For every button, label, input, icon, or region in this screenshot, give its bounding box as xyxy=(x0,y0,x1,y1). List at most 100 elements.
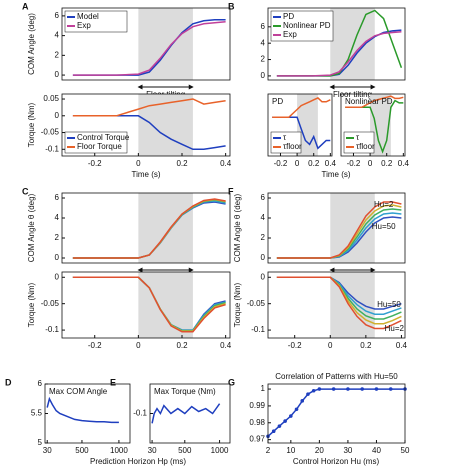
point xyxy=(360,387,364,391)
legend-label: Nonlinear PD xyxy=(283,21,331,30)
y-tick-label: 5 xyxy=(38,438,43,447)
x-tick-label: 50 xyxy=(401,446,410,455)
legend-label: Exp xyxy=(283,30,297,39)
legend-label: Floor Torque xyxy=(77,142,122,151)
subplot: -0.1 -0.05 0 0.05 -0.2 0 0.2 0.4 Torque (Nm) Time… xyxy=(27,93,232,179)
frame xyxy=(267,271,406,339)
y-tick-label: 0.97 xyxy=(249,435,265,444)
x-tick-label: 0 xyxy=(328,341,333,350)
series-line xyxy=(276,30,402,77)
frame xyxy=(267,93,333,157)
point xyxy=(374,387,379,391)
subplot: -0.1 -0.05 0 -0.2 0 0.2 0.4 Torque (Nm) xyxy=(27,271,232,350)
series-line xyxy=(72,198,226,259)
x-tick-label: -0.2 xyxy=(288,341,302,350)
annotation: Hu=50 xyxy=(377,300,401,309)
x-tick-label: 30 xyxy=(43,446,52,455)
subplot: 5 5.5 6 30 500 1000 D Max COM Angle Prediction H… xyxy=(5,377,186,466)
point xyxy=(271,429,276,434)
frame xyxy=(267,7,406,81)
subplot: Floor tilting0246ACOM Angle (deg)ModelEx… xyxy=(22,1,231,99)
series-line xyxy=(276,276,402,330)
series-line xyxy=(72,21,226,76)
x-tick-label: 0 xyxy=(136,341,141,350)
point xyxy=(283,419,287,423)
point xyxy=(294,407,299,412)
x-tick-label: 0 xyxy=(295,159,300,168)
point xyxy=(289,414,293,418)
plot-title: Max COM Angle xyxy=(49,387,108,396)
panel-label: B xyxy=(228,1,235,11)
y-tick-label: -0.1 xyxy=(45,325,59,334)
legend-label: PD xyxy=(283,12,294,21)
y-tick-label: 4 xyxy=(55,213,60,222)
frame xyxy=(61,93,231,157)
y-tick-label: 6 xyxy=(261,193,266,202)
y-tick-label: -0.05 xyxy=(41,299,60,308)
point xyxy=(306,392,310,396)
series-line xyxy=(272,97,331,119)
subplot: 0.97 0.98 0.99 1 2 10 20 30 40 50 G Correlation of … xyxy=(228,372,410,466)
y-tick-label: 4 xyxy=(261,213,266,222)
arrow-label: Floor tilting xyxy=(333,90,372,99)
y-tick-label: 6 xyxy=(55,193,60,202)
y-tick-label: 6 xyxy=(261,22,266,31)
frame xyxy=(44,383,131,444)
y-tick-label: 0.98 xyxy=(249,418,265,427)
legend-box xyxy=(64,131,128,154)
y-axis-label: Torque (Nm) xyxy=(27,102,36,147)
legend-label: τ xyxy=(356,133,360,142)
panel-label: F xyxy=(228,186,234,196)
y-tick-label: 1 xyxy=(261,384,266,393)
legend-label: Model xyxy=(77,12,99,21)
y-tick-label: 0 xyxy=(55,272,60,281)
panel-label: E xyxy=(110,377,116,387)
panel-label: A xyxy=(22,1,29,11)
y-tick-label: 0 xyxy=(55,70,60,79)
shade xyxy=(138,8,193,80)
panel-label: D xyxy=(5,377,12,387)
y-tick-label: 0 xyxy=(55,111,60,120)
point xyxy=(317,387,322,391)
series-line xyxy=(276,201,402,259)
series-line xyxy=(46,396,119,424)
plot-title: Correlation of Patterns with Hu=50 xyxy=(275,372,398,381)
x-tick-label: 0.4 xyxy=(220,341,232,350)
frame xyxy=(340,93,406,157)
annotation: Hu=2 xyxy=(385,324,405,333)
y-tick-label: 0 xyxy=(261,253,266,262)
y-axis-label: Torque (Nm) xyxy=(27,282,36,327)
y-axis-label: COM Angle (deg) xyxy=(27,13,36,75)
shade xyxy=(330,8,375,80)
y-tick-label: 0 xyxy=(261,71,266,80)
point xyxy=(311,388,316,393)
y-tick-label: 0 xyxy=(261,272,266,281)
shade xyxy=(330,193,375,263)
series-line xyxy=(72,276,226,333)
x-tick-label: 0.4 xyxy=(396,341,408,350)
x-tick-label: 0.4 xyxy=(220,159,232,168)
shade xyxy=(297,94,318,156)
x-tick-label: 2 xyxy=(266,446,271,455)
legend-box xyxy=(270,10,334,42)
y-tick-label: 4 xyxy=(55,31,60,40)
x-tick-label: 0 xyxy=(368,159,373,168)
x-tick-label: 1000 xyxy=(211,446,229,455)
x-tick-label: -0.2 xyxy=(274,159,288,168)
y-tick-label: 6 xyxy=(55,11,60,20)
y-tick-label: -0.05 xyxy=(41,128,60,137)
shade xyxy=(138,272,193,338)
point xyxy=(388,387,393,391)
x-tick-label: -0.2 xyxy=(347,159,361,168)
shade xyxy=(138,193,193,263)
x-tick-label: 0 xyxy=(136,159,141,168)
x-tick-label: 1000 xyxy=(110,446,128,455)
plot-title: Max Torque (Nm) xyxy=(154,387,216,396)
x-tick-label: 0.2 xyxy=(308,159,320,168)
point xyxy=(331,387,336,391)
y-tick-label: 0.99 xyxy=(249,401,265,410)
legend-label: τfloor xyxy=(283,142,302,151)
y-axis-label: Torque (Nm) xyxy=(233,282,242,327)
